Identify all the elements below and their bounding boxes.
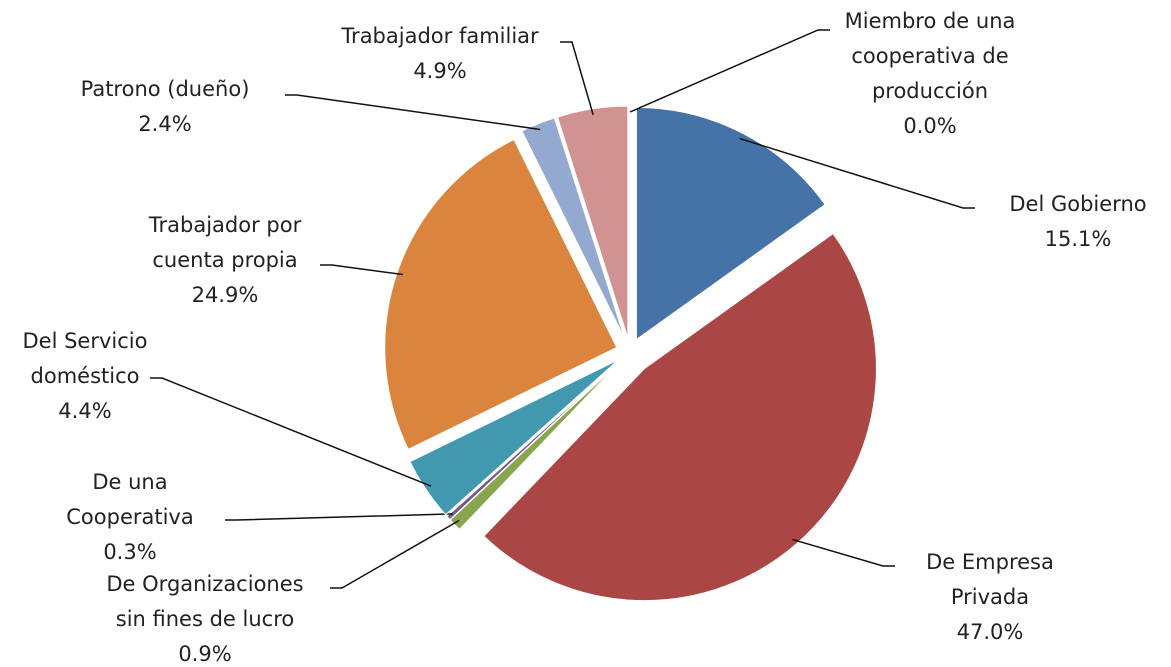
label-line: cooperativa de bbox=[851, 44, 1008, 68]
label-line: Cooperativa bbox=[66, 505, 193, 529]
label-line: Del Gobierno bbox=[1009, 192, 1146, 216]
value-label: 2.4% bbox=[138, 112, 191, 136]
value-label: 0.3% bbox=[103, 540, 156, 564]
label-line: Patrono (dueño) bbox=[81, 77, 250, 101]
leader-line bbox=[225, 513, 453, 521]
pie-slice bbox=[483, 232, 877, 602]
leader-line bbox=[150, 377, 432, 487]
label-line: cuenta propia bbox=[152, 248, 297, 272]
label-line: Privada bbox=[951, 585, 1029, 609]
pie-slice bbox=[635, 107, 826, 341]
leader-line bbox=[285, 94, 541, 131]
label-line: De Organizaciones bbox=[106, 572, 303, 596]
slice-label: De Organizaciones sin fines de lucro bbox=[106, 572, 303, 631]
slice-label: De Empresa Privada bbox=[926, 550, 1054, 609]
pie-slice bbox=[521, 117, 626, 340]
value-label: 24.9% bbox=[192, 283, 259, 307]
label-line: sin fines de lucro bbox=[116, 607, 294, 631]
leader-line bbox=[320, 264, 403, 276]
label-line: Del Servicio bbox=[23, 329, 148, 353]
label-line: Miembro de una bbox=[845, 9, 1016, 33]
leader-line bbox=[629, 29, 830, 113]
leader-line bbox=[739, 137, 975, 209]
pie-slice bbox=[449, 361, 621, 531]
pie-slice bbox=[409, 359, 619, 516]
value-label: 0.9% bbox=[178, 642, 231, 666]
value-label: 4.9% bbox=[413, 59, 466, 83]
leader-line bbox=[792, 538, 895, 567]
slice-label: Trabajador por cuenta propia bbox=[148, 213, 302, 272]
slice-label: Miembro de una cooperativa de producción bbox=[845, 9, 1016, 103]
slice-label: De una Cooperativa bbox=[66, 470, 193, 529]
label-line: Trabajador familiar bbox=[340, 24, 539, 48]
pie-slice bbox=[446, 361, 621, 521]
slice-label: Del Servicio doméstico bbox=[23, 329, 148, 388]
pie-slice bbox=[556, 105, 629, 339]
value-label: 15.1% bbox=[1045, 227, 1112, 251]
value-label: 4.4% bbox=[58, 399, 111, 423]
leader-line bbox=[330, 519, 460, 589]
slice-label: Del Gobierno bbox=[1009, 192, 1146, 216]
label-line: Trabajador por bbox=[148, 213, 302, 237]
label-line: De Empresa bbox=[926, 550, 1054, 574]
value-label: 0.0% bbox=[903, 114, 956, 138]
pie-slice bbox=[384, 138, 618, 450]
leader-line bbox=[560, 41, 594, 116]
slice-label: Trabajador familiar bbox=[340, 24, 539, 48]
label-line: doméstico bbox=[31, 364, 140, 388]
value-label: 47.0% bbox=[957, 620, 1024, 644]
label-line: De una bbox=[92, 470, 167, 494]
label-line: producción bbox=[872, 79, 988, 103]
slice-label: Patrono (dueño) bbox=[81, 77, 250, 101]
